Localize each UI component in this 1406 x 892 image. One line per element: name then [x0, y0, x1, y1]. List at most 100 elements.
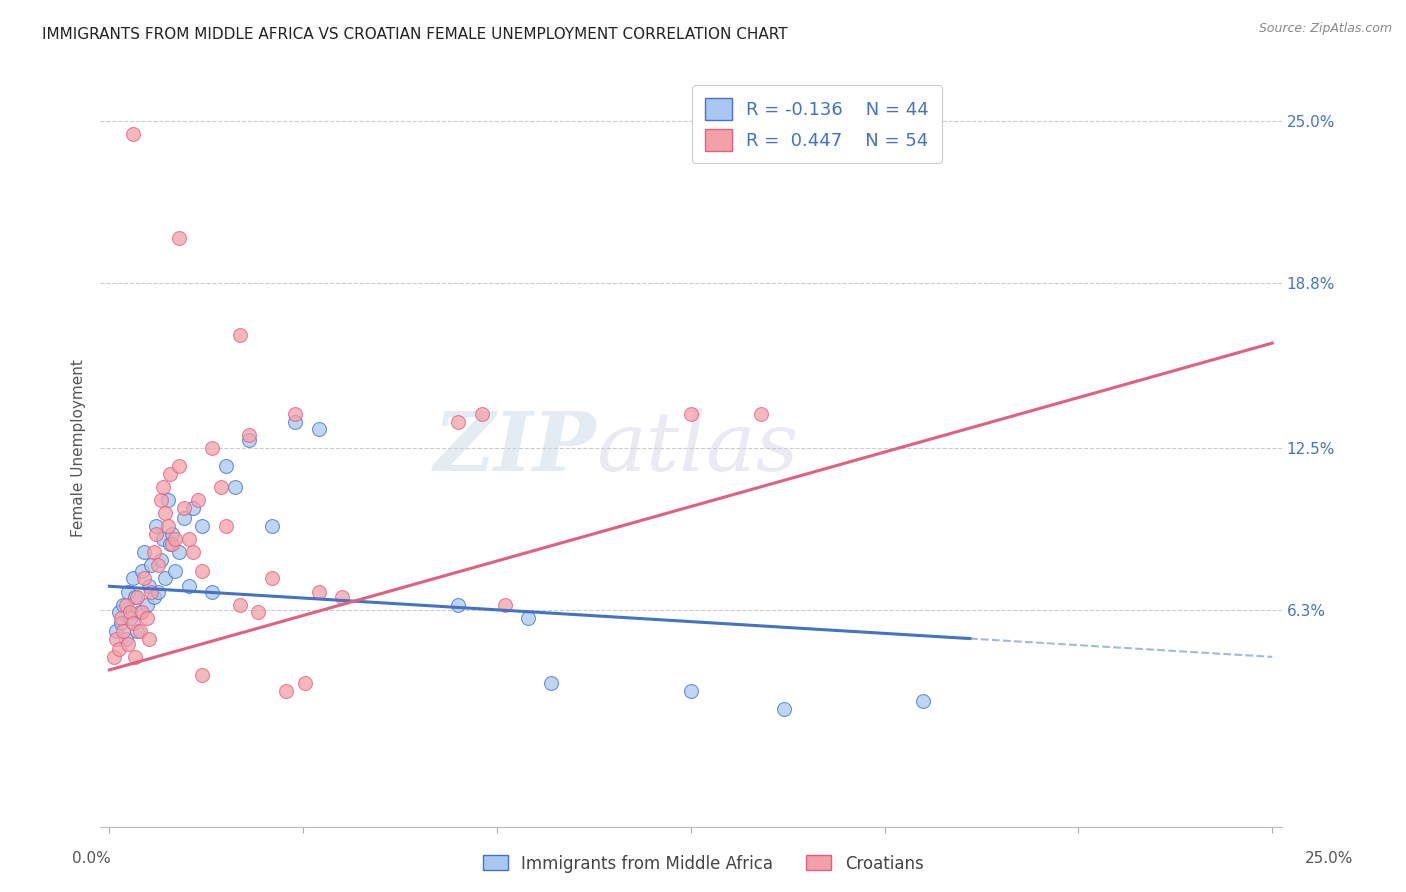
Point — [912, 694, 935, 708]
Point — [128, 606, 150, 620]
Point — [105, 632, 128, 646]
Point — [155, 506, 177, 520]
Point — [107, 606, 129, 620]
Point — [124, 590, 146, 604]
Point — [121, 615, 143, 630]
Point — [167, 231, 190, 245]
Point — [191, 668, 214, 682]
Point — [117, 584, 139, 599]
Point — [159, 467, 181, 481]
Point — [173, 511, 195, 525]
Point — [135, 598, 157, 612]
Point — [149, 553, 172, 567]
Point — [121, 127, 143, 141]
Point — [152, 532, 174, 546]
Text: 0.0%: 0.0% — [72, 852, 111, 866]
Point — [247, 606, 270, 620]
Point — [749, 407, 772, 421]
Point — [262, 519, 284, 533]
Text: IMMIGRANTS FROM MIDDLE AFRICA VS CROATIAN FEMALE UNEMPLOYMENT CORRELATION CHART: IMMIGRANTS FROM MIDDLE AFRICA VS CROATIA… — [42, 27, 787, 42]
Point — [238, 427, 260, 442]
Point — [159, 537, 181, 551]
Point — [447, 598, 470, 612]
Point — [177, 579, 200, 593]
Point — [308, 584, 330, 599]
Point — [228, 328, 250, 343]
Point — [294, 676, 316, 690]
Point — [155, 571, 177, 585]
Point — [141, 558, 163, 573]
Point — [679, 684, 702, 698]
Point — [470, 407, 492, 421]
Point — [141, 584, 163, 599]
Point — [142, 590, 165, 604]
Point — [517, 610, 540, 624]
Point — [117, 637, 139, 651]
Point — [110, 615, 132, 630]
Point — [167, 458, 190, 473]
Point — [134, 571, 156, 585]
Point — [276, 684, 298, 698]
Point — [173, 500, 195, 515]
Text: atlas: atlas — [596, 408, 799, 488]
Point — [191, 564, 214, 578]
Point — [149, 493, 172, 508]
Point — [773, 702, 796, 716]
Point — [112, 598, 135, 612]
Point — [224, 480, 246, 494]
Point — [131, 564, 153, 578]
Point — [127, 590, 149, 604]
Point — [177, 532, 200, 546]
Point — [209, 480, 232, 494]
Legend: Immigrants from Middle Africa, Croatians: Immigrants from Middle Africa, Croatians — [477, 848, 929, 880]
Point — [447, 415, 470, 429]
Point — [187, 493, 209, 508]
Point — [114, 598, 136, 612]
Point — [163, 532, 186, 546]
Point — [114, 632, 136, 646]
Point — [124, 649, 146, 664]
Point — [128, 624, 150, 638]
Point — [105, 624, 128, 638]
Point — [160, 527, 183, 541]
Y-axis label: Female Unemployment: Female Unemployment — [72, 359, 86, 537]
Point — [134, 545, 156, 559]
Point — [145, 527, 167, 541]
Legend: R = -0.136    N = 44, R =  0.447    N = 54: R = -0.136 N = 44, R = 0.447 N = 54 — [692, 85, 942, 163]
Point — [103, 649, 125, 664]
Point — [679, 407, 702, 421]
Point — [110, 610, 132, 624]
Point — [112, 624, 135, 638]
Point — [148, 558, 170, 573]
Point — [152, 480, 174, 494]
Point — [191, 519, 214, 533]
Point — [160, 537, 183, 551]
Point — [121, 571, 143, 585]
Point — [127, 624, 149, 638]
Point — [540, 676, 562, 690]
Point — [215, 458, 238, 473]
Point — [135, 610, 157, 624]
Text: Source: ZipAtlas.com: Source: ZipAtlas.com — [1258, 22, 1392, 36]
Point — [120, 606, 142, 620]
Point — [131, 606, 153, 620]
Point — [181, 545, 204, 559]
Point — [156, 519, 179, 533]
Point — [148, 584, 170, 599]
Point — [138, 632, 160, 646]
Point — [284, 415, 307, 429]
Point — [308, 422, 330, 436]
Point — [262, 571, 284, 585]
Point — [163, 564, 186, 578]
Text: ZIP: ZIP — [433, 408, 596, 488]
Point — [284, 407, 307, 421]
Point — [201, 441, 224, 455]
Point — [330, 590, 353, 604]
Point — [145, 519, 167, 533]
Point — [238, 433, 260, 447]
Point — [120, 610, 142, 624]
Point — [494, 598, 516, 612]
Point — [156, 493, 179, 508]
Point — [138, 579, 160, 593]
Text: 25.0%: 25.0% — [1305, 852, 1353, 866]
